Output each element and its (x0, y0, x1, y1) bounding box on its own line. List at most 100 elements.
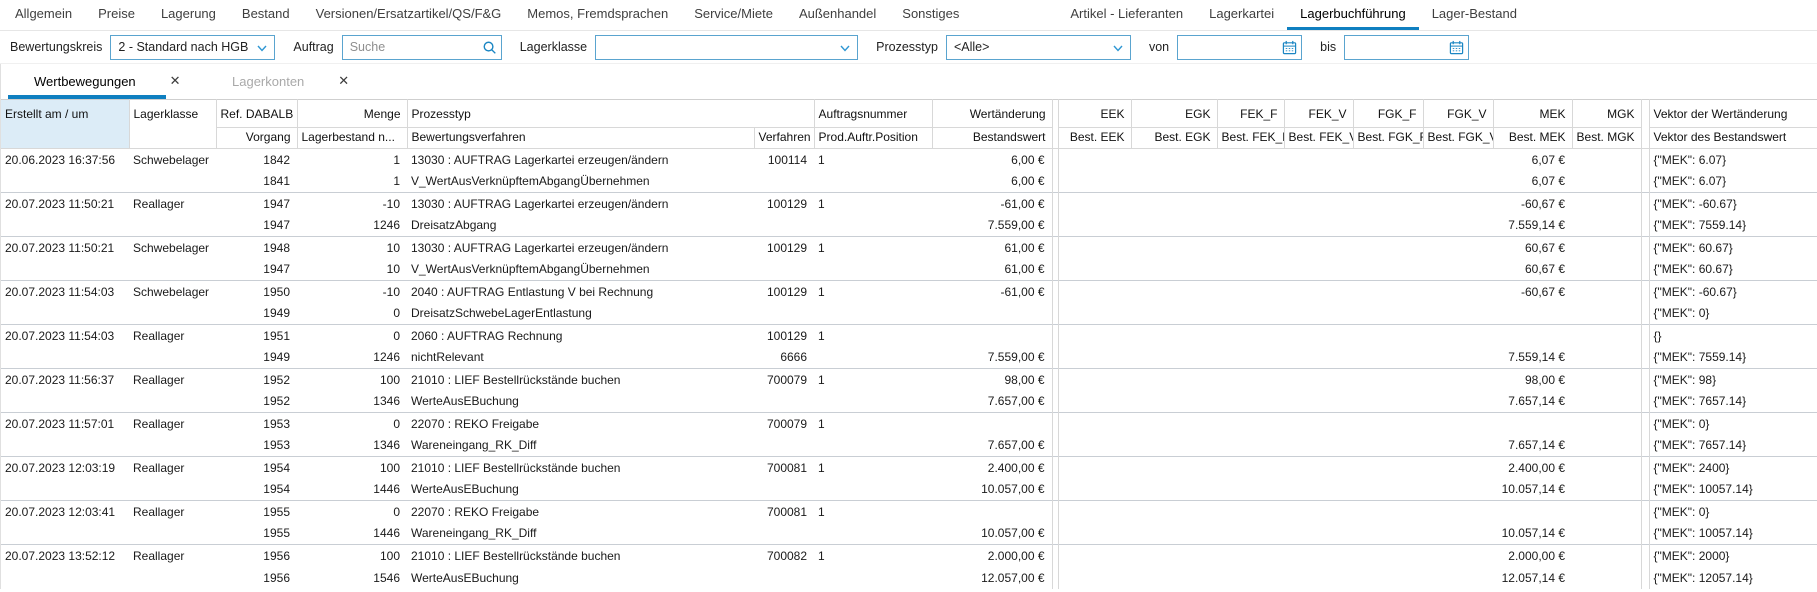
column-header-egk[interactable]: EGK (1131, 99, 1218, 128)
cell-menge: 10 (297, 236, 407, 259)
column-header-fek-f[interactable]: FEK_F (1217, 99, 1285, 128)
grid-row[interactable]: 20.07.2023 11:50:21 Reallager 1947 -10 13030… (1, 192, 1817, 215)
bewertungskreis-select[interactable]: 2 - Standard nach HGB (110, 34, 276, 60)
column-header-best-mgk[interactable]: Best. MGK (1572, 127, 1642, 149)
column-header-best-eek[interactable]: Best. EEK (1058, 127, 1132, 149)
column-header-fek-v[interactable]: FEK_V (1284, 99, 1354, 128)
von-date-input[interactable] (1177, 34, 1303, 60)
tab-lagerbuchfuehrung[interactable]: Lagerbuchführung (1287, 0, 1419, 30)
column-header-menge[interactable]: Menge (297, 99, 408, 128)
tab-lagerung[interactable]: Lagerung (160, 6, 216, 21)
column-header-lagerklasse[interactable]: Lagerklasse (129, 99, 217, 149)
column-header-bestandswert[interactable]: Bestandswert (932, 127, 1053, 149)
tab-preise[interactable]: Preise (98, 6, 135, 21)
column-header-prod-auftr-position[interactable]: Prod.Auftr.Position (814, 127, 933, 149)
column-header-lagerbestand[interactable]: Lagerbestand n... (297, 127, 408, 149)
column-header-best-fek-v[interactable]: Best. FEK_V (1284, 127, 1354, 149)
grid-row[interactable]: 20.07.2023 13:52:12 Reallager 1956 100 21010… (1, 544, 1817, 567)
close-icon[interactable]: ✕ (169, 73, 181, 88)
calendar-icon[interactable] (1449, 40, 1464, 55)
cell-lagerklasse: Schwebelager (129, 280, 216, 303)
column-header-best-mek[interactable]: Best. MEK (1493, 127, 1573, 149)
tab-memos-fremdsprachen[interactable]: Memos, Fremdsprachen (527, 6, 669, 21)
tab-versionen-ersatzartikel-qs-fg[interactable]: Versionen/Ersatzartikel/QS/F&G (315, 6, 502, 21)
cell-vektor-wertaenderung: {} (1649, 324, 1817, 347)
grid-row[interactable]: 20.07.2023 11:56:37 Reallager 1952 100 21010… (1, 368, 1817, 391)
cell-lagerbestand: 1 (393, 174, 400, 189)
cell-best-fek_f (1217, 391, 1284, 413)
column-header-wertaenderung[interactable]: Wertänderung (932, 99, 1053, 128)
grid-row[interactable]: 20.06.2023 16:37:56 Schwebelager 1842 1 1303… (1, 148, 1817, 171)
column-header-eek[interactable]: EEK (1058, 99, 1132, 128)
grid-row[interactable]: 1955 1446 Wareneingang_RK_Diff 10.057,00 € 1… (1, 522, 1817, 545)
grid-row[interactable]: 1953 1346 Wareneingang_RK_Diff 7.657,00 € 7.… (1, 434, 1817, 457)
cell-best-mek: 7.657,14 € (1508, 394, 1566, 409)
column-header-best-egk[interactable]: Best. EGK (1131, 127, 1218, 149)
grid-row[interactable]: 20.07.2023 11:50:21 Schwebelager 1948 10 130… (1, 236, 1817, 259)
grid-row[interactable]: 1949 0 DreisatzSchwebeLagerEntlastung {"MEK… (1, 302, 1817, 325)
grid-row[interactable]: 1949 1246 nichtRelevant 6666 7.559,00 € 7.559… (1, 346, 1817, 369)
bis-date-input[interactable] (1344, 34, 1470, 60)
auftrag-search-input[interactable] (341, 34, 502, 60)
column-header-vektor-wertaenderung[interactable]: Vektor der Wertänderung (1649, 99, 1817, 128)
tab-aussenhandel[interactable]: Außenhandel (798, 6, 877, 21)
column-header-fgk-f[interactable]: FGK_F (1353, 99, 1424, 128)
close-icon[interactable]: ✕ (338, 73, 350, 88)
tab-artikel-lieferanten[interactable]: Artikel - Lieferanten (1070, 6, 1184, 21)
cell-wertaenderung: 98,00 € (932, 368, 1053, 391)
column-header-mgk[interactable]: MGK (1572, 99, 1642, 128)
tab-sonstiges[interactable]: Sonstiges (902, 6, 960, 21)
column-separator (1640, 412, 1650, 435)
tab-lager-bestand[interactable]: Lager-Bestand (1431, 6, 1517, 21)
tab-lagerkartei[interactable]: Lagerkartei (1209, 6, 1275, 21)
column-header-best-fgk-f[interactable]: Best. FGK_F (1353, 127, 1424, 149)
tab-allgemein[interactable]: Allgemein (15, 6, 73, 21)
column-header-fgk-v[interactable]: FGK_V (1423, 99, 1494, 128)
von-label: von (1148, 40, 1170, 54)
cell-vektor-bestandswert: {"MEK": 60.67} (1653, 262, 1733, 277)
cell-best-eek (1058, 391, 1131, 413)
cell-fgk_v (1423, 456, 1494, 479)
search-icon[interactable] (482, 40, 497, 55)
column-header-best-fek-f[interactable]: Best. FEK_F (1217, 127, 1285, 149)
column-header-verfahren[interactable]: Verfahren (754, 127, 815, 149)
lagerklasse-select[interactable] (595, 34, 859, 60)
grid-row[interactable]: 20.07.2023 11:57:01 Reallager 1953 0 22070 :… (1, 412, 1817, 435)
column-header-vektor-bestandswert[interactable]: Vektor des Bestandswert (1649, 127, 1817, 149)
cell-auftragsnummer: 100129 (754, 324, 815, 347)
bewertungskreis-value: 2 - Standard nach HGB (118, 40, 249, 54)
cell-best-mgk (1572, 567, 1641, 589)
grid-row[interactable]: 1947 10 V_WertAusVerknüpftemAbgangÜbernehm… (1, 258, 1817, 281)
column-header-erstellt-am[interactable]: Erstellt am / um (1, 99, 130, 149)
prozesstyp-select[interactable]: <Alle> (945, 34, 1131, 60)
grid-row[interactable]: 1956 1546 WerteAusEBuchung 12.057,00 € 12.05… (1, 566, 1817, 589)
grid-row[interactable]: 1954 1446 WerteAusEBuchung 10.057,00 € 10.05… (1, 478, 1817, 501)
column-header-prozesstyp[interactable]: Prozesstyp (407, 99, 815, 128)
column-header-bewertungsverfahren[interactable]: Bewertungsverfahren (407, 127, 755, 149)
cell-menge: -10 (297, 280, 407, 303)
column-separator (1051, 522, 1059, 545)
grid-row[interactable]: 20.07.2023 12:03:41 Reallager 1955 0 22070 :… (1, 500, 1817, 523)
cell-lagerbestand: 1446 (373, 482, 400, 497)
calendar-icon[interactable] (1282, 40, 1297, 55)
cell-bestandswert: 12.057,00 € (981, 570, 1045, 585)
grid-row[interactable]: 20.07.2023 11:54:03 Schwebelager 1950 -10 20… (1, 280, 1817, 303)
grid-row[interactable]: 1952 1346 WerteAusEBuchung 7.657,00 € 7.657,… (1, 390, 1817, 413)
tab-bestand[interactable]: Bestand (241, 6, 290, 21)
grid-row[interactable]: 1947 1246 DreisatzAbgang 7.559,00 € 7.559,14… (1, 214, 1817, 237)
cell-lagerbestand: 1346 (373, 394, 400, 409)
column-header-ref-dabalb[interactable]: Ref. DABALB (216, 99, 298, 128)
subtab-wertbewegungen[interactable]: Wertbewegungen ✕ (8, 67, 181, 99)
grid-row[interactable]: 20.07.2023 11:54:03 Reallager 1951 0 2060 : … (1, 324, 1817, 347)
column-header-auftragsnummer[interactable]: Auftragsnummer (814, 99, 933, 128)
cell-fek_f (1217, 236, 1285, 259)
grid-row[interactable]: 1841 1 V_WertAusVerknüpftemAbgangÜbernehme… (1, 170, 1817, 193)
cell-mek: 98,00 € (1493, 368, 1573, 391)
subtab-lagerkonten[interactable]: Lagerkonten ✕ (206, 67, 349, 99)
column-header-vorgang[interactable]: Vorgang (216, 127, 298, 149)
column-header-mek[interactable]: MEK (1493, 99, 1573, 128)
grid-row[interactable]: 20.07.2023 12:03:19 Reallager 1954 100 21010… (1, 456, 1817, 479)
tab-service-miete[interactable]: Service/Miete (694, 6, 773, 21)
cell-best-fgk_v (1423, 391, 1493, 413)
column-header-best-fgk-v[interactable]: Best. FGK_V (1423, 127, 1494, 149)
